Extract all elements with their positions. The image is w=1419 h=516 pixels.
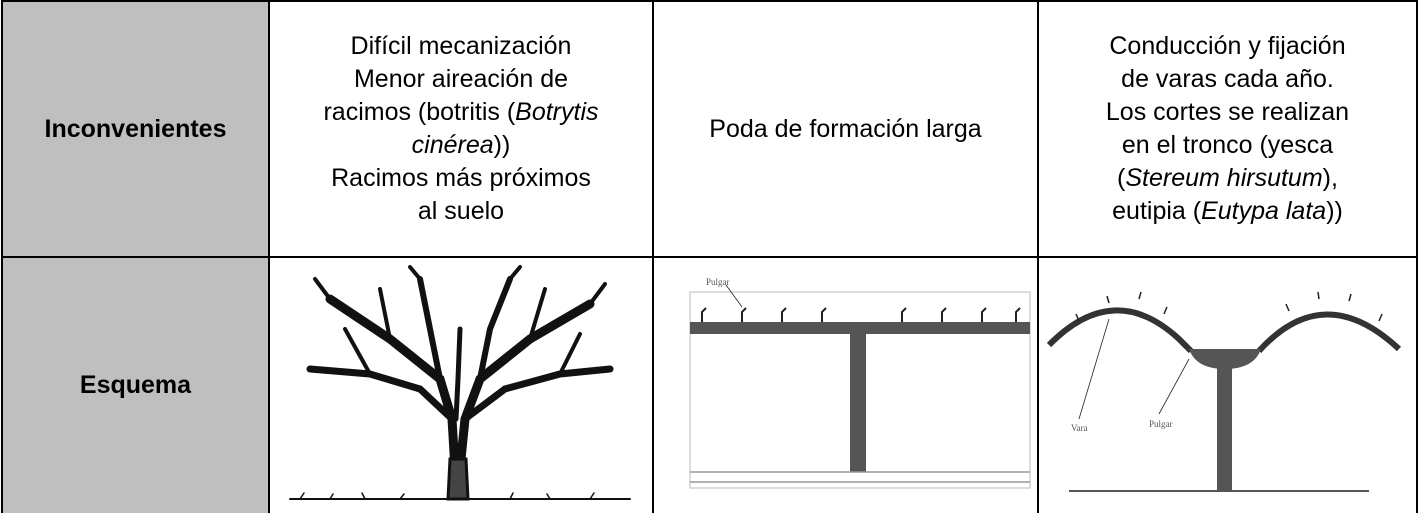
text-line: Poda de formación larga <box>654 113 1037 146</box>
cell: Difícil mecanización Menor aireación de … <box>268 0 654 258</box>
cell: Pulgar <box>652 256 1039 513</box>
post <box>1217 364 1232 491</box>
text-run: Poda de formación larga <box>709 114 982 143</box>
text-line: racimos (botritis (Botrytis <box>270 96 652 129</box>
text-run: )) <box>1326 197 1343 225</box>
tree <box>289 264 631 500</box>
image-label: Vara <box>1071 423 1088 433</box>
text-run: eutipia ( <box>1112 197 1202 225</box>
row-inconvenientes: Inconvenientes Difícil mecanización Meno… <box>1 0 1418 258</box>
text-run: Los cortes se realizan <box>1105 98 1350 126</box>
text-run: al suelo <box>417 197 505 225</box>
text-line: Difícil mecanización <box>270 30 652 63</box>
cell <box>268 256 654 513</box>
text-run: Conducción y fijación <box>1109 32 1346 60</box>
cell: Vara Pulgar <box>1037 256 1418 513</box>
cordon-illustration: Vara Pulgar <box>1046 291 1402 492</box>
trellis-illustration: Pulgar <box>689 277 1031 488</box>
text-line: en el tronco (yesca <box>1039 129 1416 162</box>
text-run-italic: Stereum hirsutum <box>1125 164 1323 192</box>
row-esquema: Esquema <box>1 256 1418 513</box>
text-line: de varas cada año. <box>1039 63 1416 96</box>
text-run-italic: cinérea <box>411 131 494 159</box>
text-run-italic: Eutypa lata <box>1201 197 1327 225</box>
text-line: (Stereum hirsutum), <box>1039 162 1416 195</box>
text-run: Menor aireación de <box>353 65 568 93</box>
text-run: racimos (botritis ( <box>323 98 516 126</box>
cell: Conducción y fijación de varas cada año.… <box>1037 0 1418 258</box>
row-header: Inconvenientes <box>1 0 270 258</box>
text-run: Difícil mecanización <box>350 32 572 60</box>
text-line: Menor aireación de <box>270 63 652 96</box>
image-label: Pulgar <box>706 277 730 287</box>
text-line: al suelo <box>270 195 652 228</box>
post <box>850 333 866 472</box>
text-run: en el tronco (yesca <box>1121 131 1334 159</box>
cell: Poda de formación larga <box>652 0 1039 258</box>
text-run: )) <box>493 131 511 159</box>
row-header: Esquema <box>1 256 270 513</box>
text-line: eutipia (Eutypa lata)) <box>1039 195 1416 228</box>
text-line: Conducción y fijación <box>1039 30 1416 63</box>
text-run: Racimos más próximos <box>331 164 591 192</box>
text-line: Los cortes se realizan <box>1039 96 1416 129</box>
text-run: de varas cada año. <box>1121 65 1334 93</box>
text-line: Racimos más próximos <box>270 162 652 195</box>
text-line: cinérea)) <box>270 129 652 162</box>
tree-illustration <box>289 264 631 500</box>
image-label: Pulgar <box>1149 419 1173 429</box>
crossbar <box>690 321 1030 334</box>
text-run-italic: Botrytis <box>515 98 599 126</box>
text-run: ), <box>1322 164 1338 192</box>
text-run: ( <box>1117 164 1126 192</box>
